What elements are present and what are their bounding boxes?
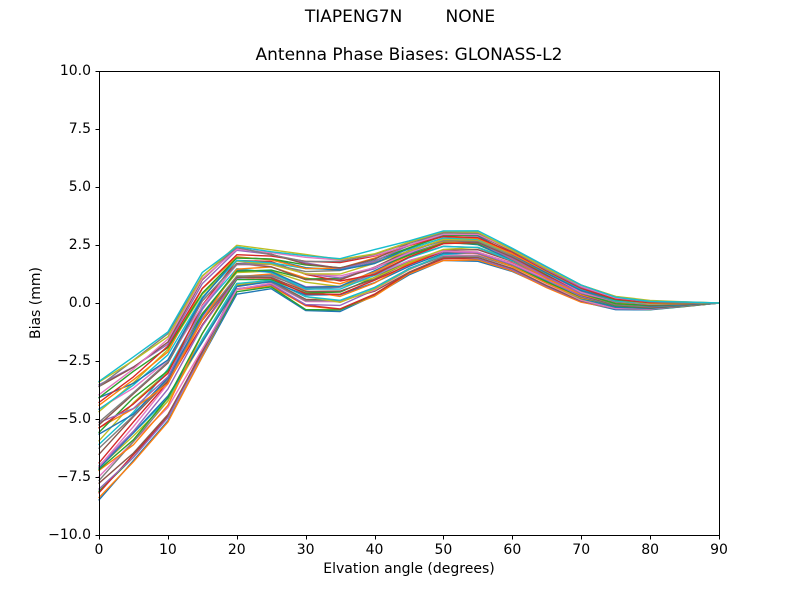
y-tick-label: −7.5 <box>57 468 91 485</box>
axes-frame <box>95 71 720 540</box>
y-tick-label: 10.0 <box>59 62 91 79</box>
axes-title: Antenna Phase Biases: GLONASS-L2 <box>255 45 563 65</box>
x-tick-label: 30 <box>296 542 315 558</box>
x-tick-label: 40 <box>365 542 384 558</box>
x-tick-label: 10 <box>158 542 177 558</box>
x-tick-label: 0 <box>94 542 104 558</box>
bias-line <box>98 250 720 472</box>
bias-line <box>98 237 720 411</box>
bias-line <box>98 230 720 383</box>
bias-line <box>98 245 720 449</box>
y-tick-label: 5.0 <box>68 178 91 195</box>
y-tick-label: 0.0 <box>68 294 91 311</box>
y-tick-label: −10.0 <box>48 526 91 543</box>
y-tick-label: −2.5 <box>57 352 91 369</box>
y-tick-label: 2.5 <box>68 236 91 253</box>
bias-line <box>98 230 720 383</box>
bias-line-bundle <box>98 230 720 501</box>
x-axis-label: Elvation angle (degrees) <box>323 561 495 577</box>
bias-line <box>98 251 720 469</box>
x-tick-label: 70 <box>572 542 591 558</box>
y-tick-label: −5.0 <box>57 410 91 427</box>
x-tick-label: 80 <box>641 542 660 558</box>
bias-line <box>98 242 720 434</box>
x-tick-label: 20 <box>227 542 246 558</box>
x-tick-label: 50 <box>434 542 453 558</box>
x-tick-label: 60 <box>503 542 522 558</box>
bias-line <box>98 252 720 469</box>
x-tick-label: 90 <box>710 542 728 558</box>
bias-line <box>98 254 720 478</box>
y-tick-label: 7.5 <box>68 120 91 137</box>
figure-suptitle: TIAPENG7N NONE <box>304 7 496 27</box>
